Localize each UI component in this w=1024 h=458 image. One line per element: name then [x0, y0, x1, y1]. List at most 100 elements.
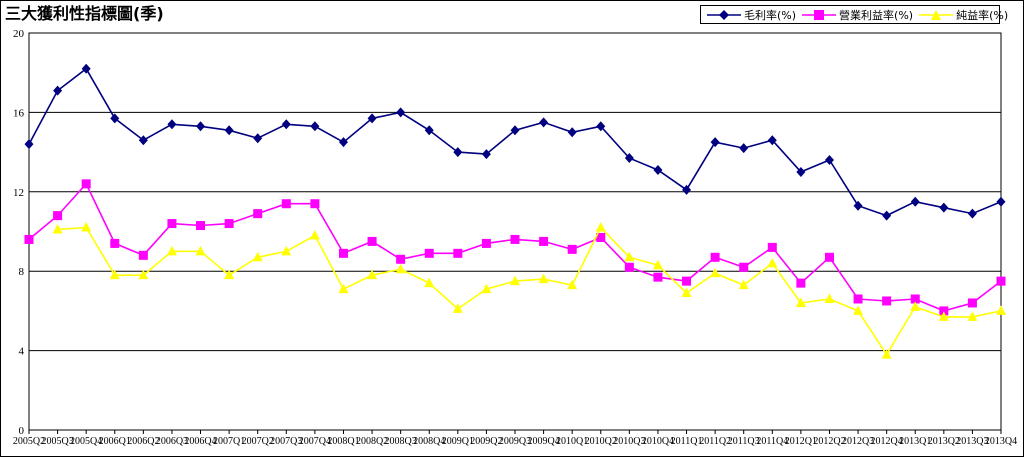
- legend-item-gross-margin: 毛利率(%): [707, 7, 796, 23]
- data-point: [853, 305, 864, 315]
- data-point: [281, 199, 291, 209]
- x-tick-label: 2013Q3: [956, 436, 988, 447]
- legend-swatch-gross-margin: [707, 9, 741, 20]
- data-point: [710, 267, 721, 278]
- data-point: [795, 297, 806, 307]
- data-point: [253, 133, 263, 144]
- x-tick-label: 2009Q3: [499, 436, 531, 447]
- data-point: [310, 199, 320, 209]
- data-point: [767, 135, 777, 146]
- data-point: [510, 234, 520, 244]
- data-point: [824, 293, 835, 303]
- data-point: [109, 269, 120, 280]
- x-tick-label: 2008Q3: [385, 436, 417, 447]
- x-tick-label: 2012Q4: [871, 436, 903, 447]
- data-point: [624, 262, 634, 272]
- data-point: [538, 273, 549, 284]
- data-point: [224, 125, 234, 136]
- x-tick-label: 2005Q2: [13, 436, 45, 447]
- y-tick-label: 16: [13, 107, 25, 119]
- data-point: [481, 283, 492, 294]
- data-point: [367, 113, 377, 124]
- data-point: [453, 248, 463, 258]
- series: [24, 63, 1006, 359]
- data-point: [624, 153, 634, 164]
- data-point: [767, 242, 777, 252]
- x-tick-label: 2011Q1: [671, 436, 703, 447]
- data-point: [824, 252, 834, 262]
- data-point: [510, 125, 520, 136]
- data-point: [881, 349, 892, 359]
- data-point: [281, 245, 292, 256]
- series-2: [52, 222, 1006, 359]
- legend: 毛利率(%) 營業利益率(%) 純益率(%): [700, 5, 1008, 24]
- y-tick-label: 8: [19, 266, 25, 278]
- data-point: [910, 301, 921, 311]
- data-point: [81, 63, 91, 74]
- data-point: [939, 306, 949, 316]
- data-point: [167, 119, 177, 130]
- data-point: [53, 211, 63, 221]
- data-point: [196, 121, 206, 132]
- data-point: [195, 245, 206, 256]
- x-tick-label: 2006Q2: [127, 436, 159, 447]
- data-point: [396, 107, 406, 118]
- data-point: [567, 244, 577, 254]
- data-point: [996, 196, 1006, 207]
- x-tick-label: 2012Q2: [813, 436, 845, 447]
- x-tick-label: 2010Q3: [613, 436, 645, 447]
- data-point: [481, 238, 491, 248]
- data-point: [167, 219, 177, 229]
- data-point: [252, 251, 263, 262]
- series-line: [28, 182, 1002, 312]
- data-point: [110, 113, 120, 124]
- data-point: [138, 269, 149, 280]
- data-point: [24, 234, 34, 244]
- data-point: [739, 262, 749, 272]
- data-point: [596, 121, 606, 132]
- x-tick-label: 2011Q4: [756, 436, 788, 447]
- data-point: [338, 137, 348, 148]
- legend-item-net-margin: 純益率(%): [919, 7, 1008, 23]
- y-tick-label: 0: [19, 425, 25, 437]
- x-tick-label: 2012Q3: [842, 436, 874, 447]
- plot-frame: [28, 32, 1002, 431]
- x-tick-label: 2010Q1: [556, 436, 588, 447]
- data-point: [967, 298, 977, 308]
- data-point: [682, 276, 692, 286]
- data-point: [281, 119, 291, 130]
- data-point: [138, 135, 148, 146]
- data-point: [682, 184, 692, 195]
- series-0: [24, 63, 1006, 221]
- data-point: [653, 164, 663, 175]
- legend-label-net-margin: 純益率(%): [956, 8, 1009, 22]
- y-tick-label: 20: [13, 28, 25, 40]
- data-point: [424, 125, 434, 136]
- data-point: [939, 202, 949, 213]
- data-point: [338, 248, 348, 258]
- data-point: [910, 294, 920, 304]
- x-tick-label: 2010Q4: [642, 436, 674, 447]
- data-point: [595, 222, 606, 232]
- data-point: [539, 117, 549, 128]
- data-point: [395, 263, 406, 274]
- data-point: [938, 311, 949, 321]
- data-point: [110, 238, 120, 248]
- data-point: [767, 257, 778, 268]
- data-point: [853, 200, 863, 211]
- x-tick-label: 2009Q2: [470, 436, 502, 447]
- x-tick-label: 2006Q3: [156, 436, 188, 447]
- data-point: [52, 224, 63, 234]
- x-tick-label: 2011Q2: [699, 436, 731, 447]
- data-point: [166, 245, 177, 256]
- x-tick-label: 2009Q1: [442, 436, 474, 447]
- data-point: [452, 303, 463, 313]
- series-line: [28, 67, 1002, 217]
- x-tick-label: 2007Q2: [242, 436, 274, 447]
- data-point: [196, 221, 206, 231]
- legend-item-operating-margin: 營業利益率(%): [802, 7, 913, 23]
- data-point: [224, 269, 235, 280]
- data-point: [367, 236, 377, 246]
